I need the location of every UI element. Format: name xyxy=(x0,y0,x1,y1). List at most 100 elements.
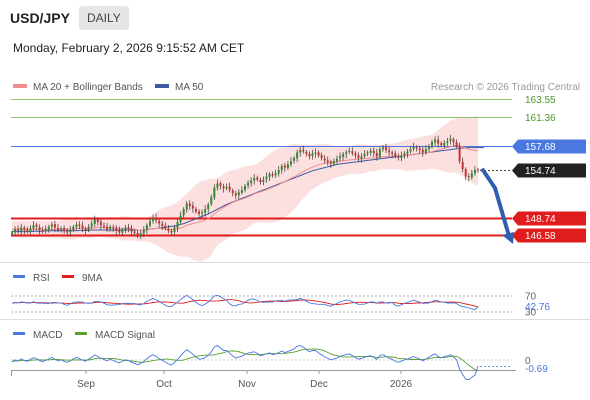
candle-body xyxy=(240,190,243,193)
candle-body xyxy=(385,147,388,150)
candle-body xyxy=(179,215,182,222)
candle-body xyxy=(415,147,418,149)
candle-body xyxy=(194,208,197,212)
macd-signal-line xyxy=(11,348,479,372)
candle-body xyxy=(164,225,167,229)
candle-body xyxy=(35,224,38,227)
candle-body xyxy=(14,229,17,233)
candle-body xyxy=(32,225,35,229)
candle-body xyxy=(351,151,354,154)
candle-body xyxy=(434,139,437,143)
candle-body xyxy=(216,183,219,188)
candle-body xyxy=(332,161,335,164)
time-axis: Sep Oct Nov Dec 2026 xyxy=(11,370,413,390)
candle-body xyxy=(198,211,201,214)
candle-body xyxy=(381,147,384,150)
candle-body xyxy=(112,227,115,229)
candle-body xyxy=(130,228,133,232)
candle-body xyxy=(458,145,461,162)
candle-body xyxy=(283,165,286,168)
candle-body xyxy=(412,146,415,149)
timeframe-badge[interactable]: DAILY xyxy=(79,6,129,30)
candle-body xyxy=(90,223,93,227)
candle-body xyxy=(106,226,109,230)
rsi-level-label: 70 xyxy=(525,292,537,303)
candle-body xyxy=(155,217,158,221)
candle-body xyxy=(403,153,406,156)
candle-body xyxy=(191,205,194,209)
candle-body xyxy=(75,224,78,228)
candle-body xyxy=(378,149,381,157)
candle-body xyxy=(219,183,222,186)
candle-body xyxy=(366,152,369,154)
macd-legend: MACD MACD Signal xyxy=(13,330,155,341)
candle-body xyxy=(158,220,161,224)
price-panel: 163.55 161.36 157.68 148.74 146.58 154.74 xyxy=(11,95,586,262)
candle-body xyxy=(473,170,476,174)
candle-body xyxy=(11,232,13,234)
candle-body xyxy=(47,226,50,230)
candle-body xyxy=(182,209,185,216)
macd-legend-swatch xyxy=(13,332,25,335)
candle-body xyxy=(375,152,378,157)
macd-signal-legend-swatch xyxy=(75,332,87,335)
candle-body xyxy=(265,176,268,180)
ma20-legend-label: MA 20 + Bollinger Bands xyxy=(33,82,143,93)
support-level-tag xyxy=(512,228,586,243)
candle-body xyxy=(406,151,409,154)
candle-body xyxy=(78,224,81,226)
candle-body xyxy=(41,230,44,232)
candle-body xyxy=(225,186,228,189)
candle-body xyxy=(102,225,105,227)
forecast-arrow-head xyxy=(502,232,514,244)
last-price-tag xyxy=(512,163,586,178)
candle-body xyxy=(314,152,317,154)
chart-header: USD/JPY DAILY xyxy=(0,0,590,34)
resistance-level-label: 161.36 xyxy=(525,113,556,124)
candle-body xyxy=(29,228,32,232)
candle-body xyxy=(127,227,130,229)
candle-body xyxy=(234,193,237,196)
candle-body xyxy=(23,227,26,230)
macd-zero-label: 0 xyxy=(525,356,531,367)
candle-body xyxy=(173,227,176,232)
ma50-legend-label: MA 50 xyxy=(175,82,204,93)
candle-body xyxy=(133,231,136,234)
candle-body xyxy=(348,150,351,152)
macd-signal-legend-label: MACD Signal xyxy=(95,330,155,341)
candle-body xyxy=(339,156,342,159)
candle-body xyxy=(302,149,305,152)
candle-body xyxy=(418,148,421,150)
support-level-label: 146.58 xyxy=(525,231,556,242)
rsi-line xyxy=(11,294,479,311)
candle-body xyxy=(136,232,139,236)
candle-body xyxy=(109,226,112,229)
candle-body xyxy=(56,228,59,230)
candle-body xyxy=(66,231,69,233)
candle-body xyxy=(388,150,391,153)
candle-body xyxy=(326,160,329,162)
candle-body xyxy=(161,223,164,226)
candle-body xyxy=(452,139,455,142)
candle-body xyxy=(17,228,20,231)
support-level-tag xyxy=(512,211,586,226)
candle-body xyxy=(93,219,96,224)
candle-body xyxy=(424,149,427,153)
candle-body xyxy=(96,219,99,222)
candle-body xyxy=(394,153,397,157)
macd-legend-label: MACD xyxy=(33,330,62,341)
candle-body xyxy=(244,186,246,190)
candle-body xyxy=(81,225,84,229)
symbol-title: USD/JPY xyxy=(10,10,70,26)
candle-body xyxy=(391,152,394,154)
candle-body xyxy=(115,228,118,231)
x-tick-label: Oct xyxy=(156,379,172,390)
candle-body xyxy=(342,154,345,157)
candle-body xyxy=(185,203,188,210)
candle-body xyxy=(409,149,412,152)
candle-body xyxy=(296,152,299,159)
rsi-ma-legend-swatch xyxy=(62,275,74,278)
research-credit: Research © 2026 Trading Central xyxy=(431,82,580,93)
candle-body xyxy=(440,143,443,146)
candle-body xyxy=(170,230,173,233)
